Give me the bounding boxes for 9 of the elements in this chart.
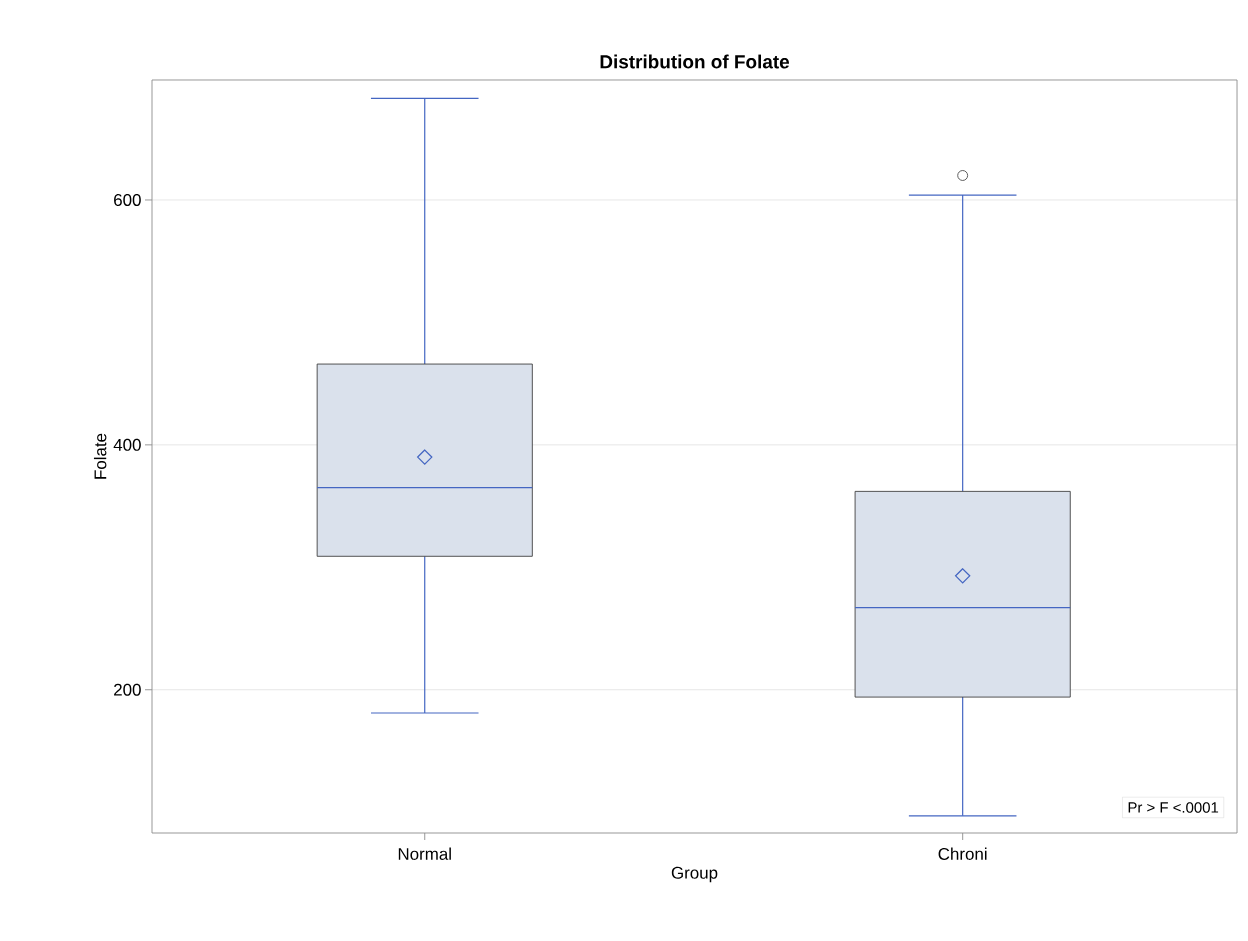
y-axis-title: Folate	[93, 433, 107, 479]
x-tick-label: Normal	[398, 847, 451, 860]
annotation: Pr > F <.0001	[1128, 802, 1219, 813]
y-tick-label: 400	[113, 438, 141, 451]
y-tick-label: 600	[114, 193, 141, 206]
y-tick-label: 200	[114, 683, 141, 696]
x-tick-label: Chroni	[938, 847, 987, 860]
chart-title: Distribution of Folate	[600, 54, 790, 69]
x-axis-title: Group	[671, 866, 718, 883]
